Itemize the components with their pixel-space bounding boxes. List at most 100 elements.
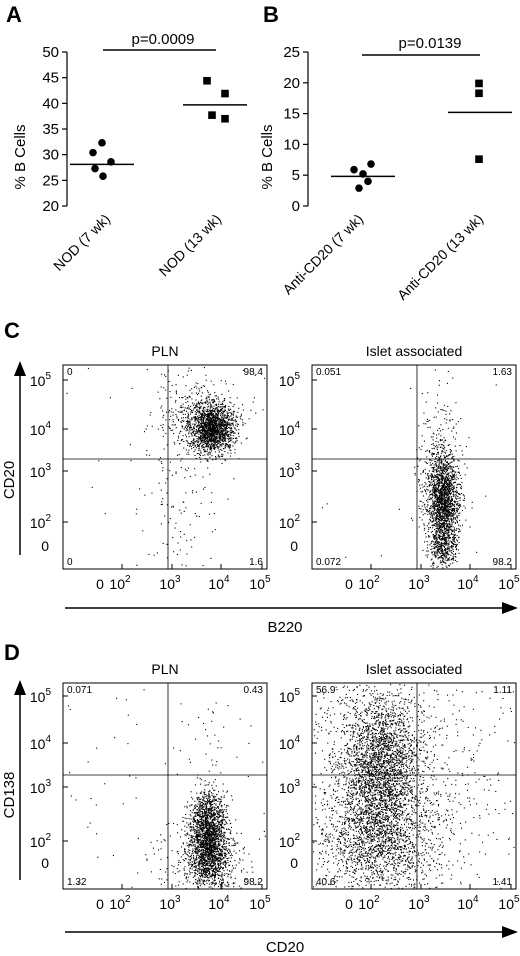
- panel-c-right-event: [431, 548, 433, 550]
- panel-c-right-event: [444, 559, 446, 561]
- panel-c-left-event: [211, 440, 213, 442]
- panel-c-left-event: [198, 438, 200, 440]
- panel-c-right-event: [451, 468, 453, 470]
- panel-c-left-event: [219, 432, 221, 434]
- panel-c-left-event: [189, 443, 191, 445]
- panel-c-left-event: [207, 441, 209, 443]
- panel-d-left-event: [225, 809, 227, 811]
- panel-c-left-event: [238, 407, 240, 409]
- panel-c-right-y-tick-zero: 0: [290, 538, 298, 554]
- panel-c-right-event: [437, 536, 439, 538]
- panel-c-left-event: [204, 433, 206, 435]
- panel-c-left-event: [208, 513, 210, 515]
- panel-c-left-event: [212, 398, 214, 400]
- panel-c-left-event: [202, 414, 204, 416]
- panel-d-left-event: [214, 834, 216, 836]
- panel-c-right-event: [453, 490, 455, 492]
- panel-c-right-event: [442, 486, 444, 488]
- panel-c-right-event: [456, 522, 458, 524]
- panel-c-right-event: [446, 487, 448, 489]
- panel-c-left-event: [229, 411, 231, 413]
- panel-c-right-event: [434, 460, 436, 462]
- panel-c-right-event: [438, 512, 440, 514]
- panel-c-right-event: [437, 497, 439, 499]
- panel-c-right-event: [433, 444, 435, 446]
- panel-c-right-event: [443, 464, 445, 466]
- panel-c-left-event: [217, 442, 219, 444]
- panel-c-right-event: [437, 489, 439, 491]
- panel-c-right-event: [448, 489, 450, 491]
- panel-c-right-event: [434, 552, 436, 554]
- panel-c-left-event: [212, 446, 214, 448]
- panel-c-left-event: [209, 425, 211, 427]
- panel-c-left-event: [194, 416, 196, 418]
- panel-c-right-event: [450, 545, 452, 547]
- panel-c-right-event: [429, 508, 431, 510]
- panel-c-right-event: [437, 411, 439, 413]
- panel-c-right-event: [450, 478, 452, 480]
- panel-c-right-event: [428, 476, 430, 478]
- panel-c-right-event: [450, 563, 452, 565]
- panel-c-right-event: [453, 474, 455, 476]
- panel-c-left-event: [219, 419, 221, 421]
- panel-c-right-event: [447, 489, 449, 491]
- panel-c-right-event: [434, 552, 436, 554]
- panel-c-right-event: [445, 491, 447, 493]
- panel-d-left-event: [225, 867, 227, 869]
- panel-c-left-event: [139, 488, 141, 490]
- panel-c-right-event: [441, 517, 443, 519]
- panel-c-left-event: [208, 394, 210, 396]
- panel-c-right-event: [465, 446, 467, 448]
- panel-c-left-event: [227, 417, 229, 419]
- panel-c-right-event: [452, 557, 454, 559]
- panel-c-left-event: [235, 415, 237, 417]
- panel-c-right-event: [435, 493, 437, 495]
- panel-c-left-event: [237, 411, 239, 413]
- panel-c-left-event: [215, 431, 217, 433]
- panel-c-right-event: [437, 484, 439, 486]
- panel-c-right-event: [441, 450, 443, 452]
- panel-c-right-event: [444, 484, 446, 486]
- panel-d-left-event: [216, 856, 218, 858]
- panel-c-right-event: [451, 492, 453, 494]
- panel-c-right-event: [442, 451, 444, 453]
- panel-c-right-event: [434, 453, 436, 455]
- panel-c-right-event: [446, 517, 448, 519]
- panel-c-right-event: [445, 470, 447, 472]
- panel-c-left-event: [199, 443, 201, 445]
- panel-c-left-event: [223, 437, 225, 439]
- panel-d-left-event: [198, 827, 200, 829]
- panel-c-left-event: [229, 401, 231, 403]
- panel-c-right-event: [450, 451, 452, 453]
- panel-c-left-event: [177, 439, 179, 441]
- panel-c-left-event: [202, 433, 204, 435]
- panel-c-right-event: [442, 505, 444, 507]
- panel-c-left-event: [190, 441, 192, 443]
- panel-c-left-event: [218, 449, 220, 451]
- panel-c-left-event: [218, 436, 220, 438]
- panel-c-right-event: [436, 470, 438, 472]
- panel-c-left-event: [212, 434, 214, 436]
- panel-c-right-event: [436, 500, 438, 502]
- panel-c-right-event: [443, 499, 445, 501]
- panel-c-right-event: [431, 484, 433, 486]
- panel-c-left-event: [188, 431, 190, 433]
- panel-c-left-event: [211, 492, 213, 494]
- panel-c-left-event: [197, 431, 199, 433]
- panel-c-left-event: [222, 430, 224, 432]
- panel-c-right-event: [441, 468, 443, 470]
- panel-c-right-event: [419, 516, 421, 518]
- panel-d-left-event: [202, 822, 204, 824]
- panel-c-left-event: [213, 431, 215, 433]
- panel-c-right-event: [423, 412, 425, 414]
- panel-c-left-event: [179, 397, 181, 399]
- panel-c-right-event: [438, 523, 440, 525]
- panel-c-left-event: [207, 413, 209, 415]
- panel-c-left-event: [235, 440, 237, 442]
- panel-d-left-event: [196, 805, 198, 807]
- panel-c-left-quadrant-tl: 0: [67, 367, 73, 378]
- panel-c-right-event: [427, 392, 429, 394]
- panel-c-left-event: [188, 395, 190, 397]
- panel-c-left-event: [233, 432, 235, 434]
- panel-c-right-event: [443, 463, 445, 465]
